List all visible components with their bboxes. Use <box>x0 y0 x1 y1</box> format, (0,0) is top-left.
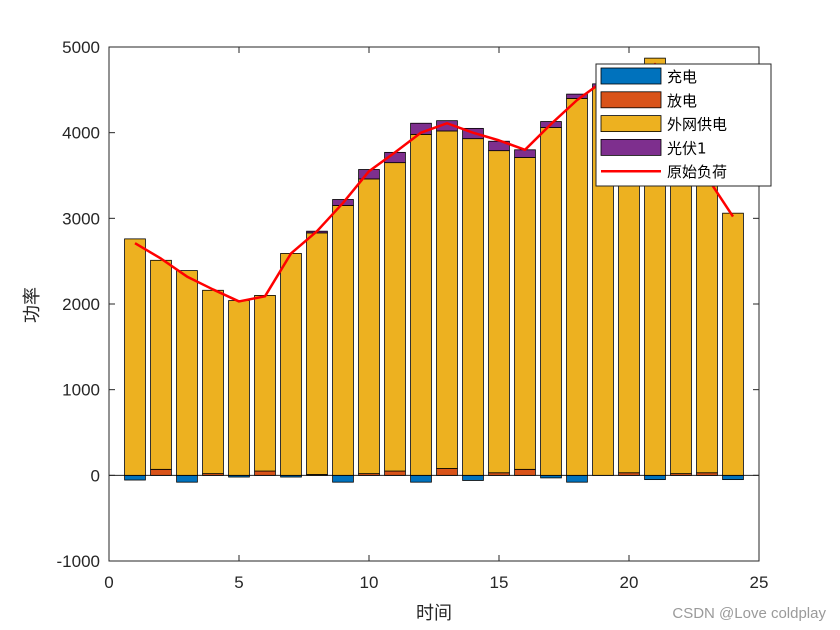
legend-label: 外网供电 <box>667 116 727 134</box>
bar-segment <box>384 162 406 472</box>
y-tick-label: 0 <box>91 466 100 485</box>
bar-segment <box>280 253 302 476</box>
bar-segment <box>566 93 588 99</box>
bar-segment <box>124 474 146 481</box>
legend-swatch <box>600 138 662 156</box>
legend-label: 光伏1 <box>667 139 707 157</box>
x-tick-label: 0 <box>104 573 113 592</box>
y-tick-label: 5000 <box>62 38 100 57</box>
bar-segment <box>644 474 666 481</box>
legend-swatch <box>600 67 662 85</box>
bar-segment <box>696 185 718 474</box>
legend-label: 放电 <box>667 92 697 110</box>
bar-segment <box>150 259 172 470</box>
bar-segment <box>566 474 588 483</box>
bar-segment <box>254 470 276 476</box>
bar-segment <box>332 205 354 476</box>
bar-segment <box>176 474 198 483</box>
x-tick-label: 5 <box>234 573 243 592</box>
bar-segment <box>436 130 458 469</box>
legend-label: 原始负荷 <box>667 163 727 181</box>
legend-swatch <box>600 91 662 109</box>
x-axis-label: 时间 <box>416 603 452 624</box>
bar-segment <box>514 468 536 476</box>
bar-segment <box>488 150 510 474</box>
y-tick-label: 4000 <box>62 124 100 143</box>
x-tick-label: 20 <box>620 573 639 592</box>
x-tick-label: 10 <box>360 573 379 592</box>
bar-segment <box>176 270 198 476</box>
bar-segment <box>514 157 536 470</box>
bar-segment <box>332 474 354 483</box>
bar-segment <box>124 238 146 476</box>
legend-swatch <box>600 115 662 132</box>
bar-segment <box>254 295 276 472</box>
bar-segment <box>540 127 562 476</box>
bar-segment <box>228 300 250 476</box>
bar-segment <box>150 468 172 476</box>
y-tick-label: 2000 <box>62 295 100 314</box>
legend-label: 充电 <box>667 68 697 86</box>
bar-segment <box>410 474 432 483</box>
bar-segment <box>462 474 484 481</box>
bar-segment <box>410 133 432 476</box>
bar-segment <box>462 138 484 476</box>
bar-segment <box>722 212 744 476</box>
bar-segment <box>202 289 224 475</box>
x-tick-label: 15 <box>490 573 509 592</box>
y-tick-label: 1000 <box>62 381 100 400</box>
bar-segment <box>306 232 328 475</box>
bar-segment <box>358 178 380 475</box>
bar-segment <box>436 468 458 476</box>
watermark: CSDN @Love coldplay <box>672 605 826 622</box>
bar-segment <box>566 98 588 476</box>
bars-layer <box>124 57 744 483</box>
bar-segment <box>358 169 380 180</box>
bar-segment <box>384 470 406 476</box>
y-tick-label: 3000 <box>62 209 100 228</box>
x-tick-label: 25 <box>750 573 769 592</box>
y-axis-label: 功率 <box>22 287 43 323</box>
y-tick-label: -1000 <box>57 552 100 571</box>
bar-segment <box>722 474 744 481</box>
